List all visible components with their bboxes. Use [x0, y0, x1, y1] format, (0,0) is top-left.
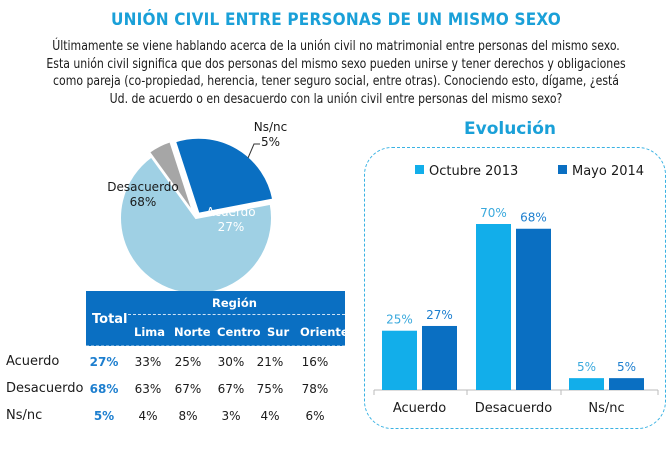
total-cell: 27% — [89, 355, 119, 369]
bar-mayo-2014 — [422, 325, 457, 390]
group-header-region: Región — [212, 296, 257, 310]
total-cell: 68% — [89, 382, 119, 396]
table-cell: 6% — [305, 409, 325, 423]
question-line: Últimamente se viene hablando acerca de … — [52, 39, 620, 54]
page-title: UNIÓN CIVIL ENTRE PERSONAS DE UN MISMO S… — [111, 10, 561, 30]
table-cell: 63% — [134, 382, 162, 396]
col-norte: Norte — [174, 325, 211, 339]
table-cell: 30% — [217, 355, 245, 369]
table-cell: 25% — [174, 355, 202, 369]
bar-mayo-2014 — [516, 228, 551, 390]
bar-value-label: 5% — [617, 360, 636, 374]
legend-item-mayo: Mayo 2014 — [558, 164, 644, 179]
row-label: Ns/nc — [6, 408, 43, 423]
bar-octubre-2013 — [476, 224, 511, 390]
question-line: Ud. de acuerdo o en desacuerdo con la un… — [109, 91, 563, 107]
bar-value-label: 5% — [577, 360, 596, 374]
table-cell: 78% — [301, 382, 329, 396]
table-cell: 67% — [174, 382, 202, 396]
bar-value-label: 68% — [520, 211, 547, 225]
legend-swatch — [558, 165, 567, 174]
pie-slice-nsnc — [147, 140, 195, 215]
bar-octubre-2013 — [569, 378, 604, 390]
evolution-title: Evolución — [464, 119, 556, 139]
row-label: Acuerdo — [6, 354, 60, 369]
total-cell: 5% — [93, 409, 115, 423]
table-cell: 4% — [138, 409, 158, 423]
table-cell: 33% — [134, 355, 162, 369]
pie-label-acuerdo: Acuerdo 27% — [206, 205, 256, 234]
evolution-frame — [364, 147, 666, 429]
bar-value-label: 27% — [426, 308, 453, 322]
bar-octubre-2013 — [382, 330, 417, 390]
nsnc-leader-line — [247, 143, 260, 159]
survey-question: Últimamente se viene hablando acerca de … — [32, 38, 639, 108]
evolution-bar-chart: 25% 27% Acuerdo 70% 68% Desacuerdo 5% 5% Ns/nc — [373, 206, 659, 416]
question-line: como pareja (co-propiedad, herencia, ten… — [53, 74, 619, 89]
table-header: Total Región Lima Norte Centro Sur Orien… — [86, 291, 349, 346]
bar-mayo-2014 — [609, 378, 644, 390]
legend-item-octubre: Octubre 2013 — [415, 164, 518, 179]
pie-label-nsnc: Ns/nc 5% — [253, 120, 288, 149]
bar-value-label: 70% — [480, 206, 507, 220]
table-cell: 16% — [301, 355, 329, 369]
col-total: Total — [92, 312, 128, 327]
row-label: Desacuerdo — [6, 381, 84, 396]
table-cell: 75% — [256, 382, 284, 396]
table-cell: 21% — [256, 355, 284, 369]
question-line: Esta unión civil significa que dos perso… — [46, 56, 626, 72]
col-oriente: Oriente — [300, 325, 349, 339]
col-lima: Lima — [134, 325, 166, 339]
category-label: Desacuerdo — [475, 401, 553, 416]
bar-value-label: 25% — [386, 313, 413, 327]
col-sur: Sur — [267, 325, 290, 339]
pie-label-desacuerdo: Desacuerdo 68% — [107, 180, 179, 209]
legend-swatch — [415, 165, 424, 174]
table-cell: 8% — [178, 409, 198, 423]
col-centro: Centro — [217, 325, 261, 339]
table-cell: 67% — [217, 382, 245, 396]
category-label: Acuerdo — [393, 401, 446, 416]
category-label: Ns/nc — [588, 401, 624, 416]
pie-chart: Desacuerdo 68% Acuerdo 27% Ns/nc 5% — [88, 120, 288, 299]
pie-slice-desacuerdo — [119, 155, 273, 295]
pie-svg — [119, 136, 275, 295]
table-cell: 4% — [260, 409, 280, 423]
header-divider — [128, 314, 345, 315]
table-cell: 3% — [221, 409, 241, 423]
